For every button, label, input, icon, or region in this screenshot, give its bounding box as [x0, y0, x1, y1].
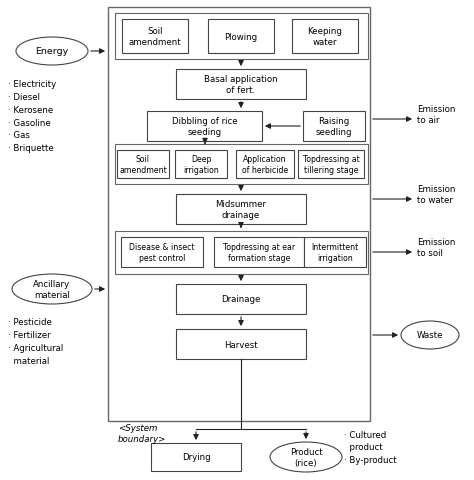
Text: Disease & insect
pest control: Disease & insect pest control: [129, 242, 195, 263]
Text: Emission
to water: Emission to water: [417, 185, 456, 204]
Text: Topdressing at ear
formation stage: Topdressing at ear formation stage: [223, 242, 295, 263]
Text: Emission
to air: Emission to air: [417, 105, 456, 125]
Text: · Electricity
· Diesel
· Kerosene
· Gasoline
· Gas
· Briquette: · Electricity · Diesel · Kerosene · Gaso…: [8, 80, 56, 153]
Bar: [115, 144, 368, 185]
Ellipse shape: [12, 275, 92, 304]
Bar: [176, 194, 306, 225]
Text: Topdressing at
tillering stage: Topdressing at tillering stage: [302, 155, 359, 175]
Text: <System
boundary>: <System boundary>: [118, 423, 166, 443]
Bar: [176, 285, 306, 314]
Ellipse shape: [401, 321, 459, 349]
Bar: [122, 20, 188, 54]
Text: Drying: Drying: [182, 453, 210, 462]
Bar: [176, 70, 306, 100]
Text: Energy: Energy: [36, 48, 69, 56]
Ellipse shape: [16, 38, 88, 66]
Bar: [303, 112, 365, 142]
Text: Midsummer
drainage: Midsummer drainage: [216, 200, 266, 219]
Text: · Cultured
  product
· By-product: · Cultured product · By-product: [344, 430, 397, 464]
Text: Application
of herbicide: Application of herbicide: [242, 155, 288, 175]
Text: Raising
seedling: Raising seedling: [316, 117, 352, 137]
Text: · Pesticide
· Fertilizer
· Agricultural
  material: · Pesticide · Fertilizer · Agricultural …: [8, 317, 63, 365]
Bar: [117, 151, 169, 179]
Bar: [108, 8, 370, 421]
Bar: [151, 443, 241, 471]
Bar: [175, 151, 227, 179]
Text: Product
(rice): Product (rice): [290, 447, 322, 467]
Text: Soil
amendment: Soil amendment: [128, 27, 182, 47]
Bar: [236, 151, 294, 179]
Text: Dibbling of rice
seeding: Dibbling of rice seeding: [172, 117, 238, 137]
Bar: [115, 14, 368, 60]
Bar: [292, 20, 358, 54]
Text: Drainage: Drainage: [221, 295, 261, 304]
Text: Emission
to soil: Emission to soil: [417, 238, 456, 257]
Text: Intermittent
irrigation: Intermittent irrigation: [311, 242, 359, 263]
Text: Keeping
water: Keeping water: [308, 27, 342, 47]
Text: Basal application
of fert.: Basal application of fert.: [204, 75, 278, 95]
Text: Waste: Waste: [417, 331, 443, 340]
Ellipse shape: [270, 442, 342, 472]
Bar: [214, 238, 304, 267]
Bar: [208, 20, 274, 54]
Bar: [147, 112, 263, 142]
Text: Harvest: Harvest: [224, 340, 258, 349]
Text: Soil
amendment: Soil amendment: [119, 155, 167, 175]
Bar: [115, 231, 368, 275]
Text: Deep
irrigation: Deep irrigation: [183, 155, 219, 175]
Bar: [121, 238, 203, 267]
Text: Plowing: Plowing: [224, 33, 257, 41]
Text: Ancillary
material: Ancillary material: [34, 279, 71, 300]
Bar: [304, 238, 366, 267]
Bar: [298, 151, 364, 179]
Bar: [176, 329, 306, 359]
